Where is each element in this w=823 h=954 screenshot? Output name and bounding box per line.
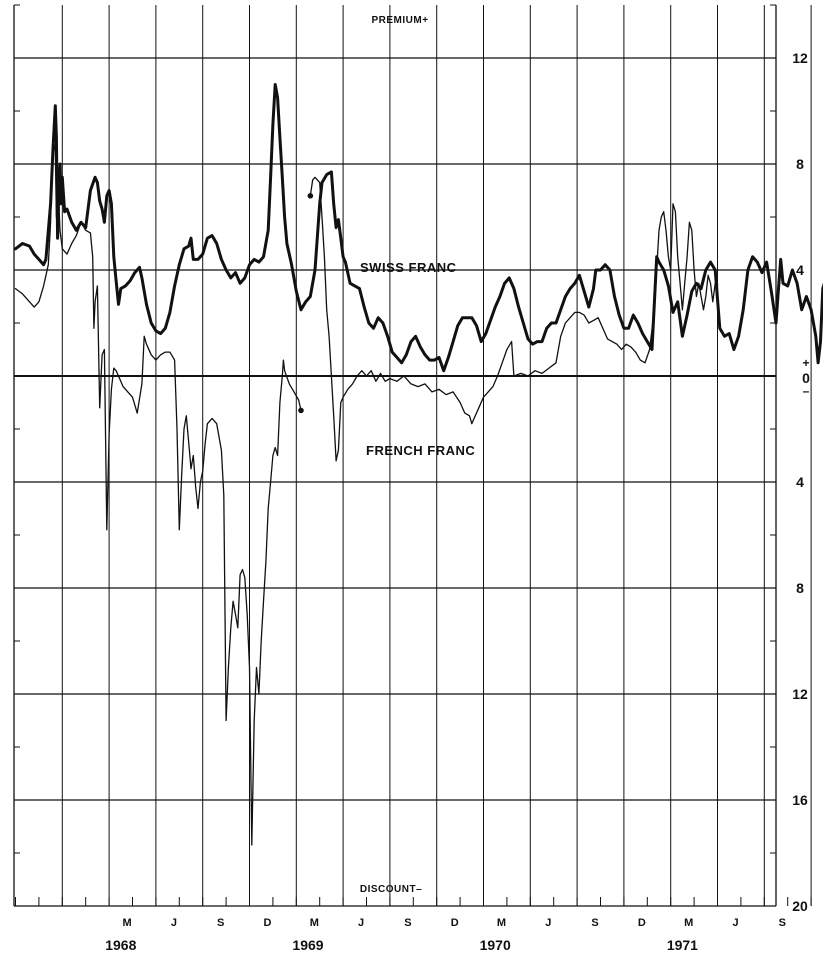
x-month-label: S: [217, 917, 224, 929]
x-month-label: J: [732, 917, 738, 929]
chart-ticks: 128448121620MJSDMJSDMJSDMJSD196819691970…: [14, 4, 812, 953]
x-month-label: J: [171, 917, 177, 929]
french-franc-line: [309, 176, 719, 462]
x-month-label: M: [123, 917, 132, 929]
y-tick-label: 16: [792, 792, 808, 808]
x-month-label: M: [684, 917, 693, 929]
discount-note: DISCOUNT–: [360, 884, 422, 895]
x-month-label: S: [591, 917, 598, 929]
x-month-label: S: [779, 917, 786, 929]
french-franc-break-marker: [298, 407, 304, 414]
y-tick-label: 12: [792, 686, 808, 702]
x-year-label: 1968: [105, 937, 136, 953]
zero-minus-mark: –: [803, 384, 810, 398]
x-month-label: M: [310, 917, 319, 929]
french-franc-label: FRENCH FRANC: [366, 443, 475, 458]
zero-tick-label: 0: [802, 370, 810, 386]
x-year-label: 1969: [292, 937, 323, 953]
swiss-franc-line: [14, 83, 823, 373]
x-month-label: J: [545, 917, 551, 929]
x-month-label: D: [638, 917, 646, 929]
y-tick-label: 8: [796, 580, 804, 596]
french-franc-line: [14, 136, 302, 846]
y-tick-label: 4: [796, 474, 804, 490]
y-tick-label: 4: [796, 262, 804, 278]
x-year-label: 1970: [480, 937, 511, 953]
y-tick-label: 12: [792, 50, 808, 66]
x-month-label: J: [358, 917, 364, 929]
y-tick-label: 8: [796, 156, 804, 172]
x-month-label: D: [451, 917, 459, 929]
premium-note: PREMIUM+: [371, 15, 428, 26]
x-month-label: S: [404, 917, 411, 929]
chart-labels: PREMIUM+ DISCOUNT– SWISS FRANC FRENCH FR…: [360, 15, 810, 895]
chart-series: [14, 83, 823, 846]
x-month-label: D: [264, 917, 272, 929]
swiss-franc-label: SWISS FRANC: [360, 260, 457, 275]
zero-plus-mark: +: [802, 356, 809, 370]
french-franc-break-marker: [307, 193, 314, 199]
chart-grid: [13, 5, 812, 907]
y-tick-label: 20: [792, 898, 808, 914]
x-month-label: M: [497, 917, 506, 929]
x-year-label: 1971: [667, 937, 698, 953]
